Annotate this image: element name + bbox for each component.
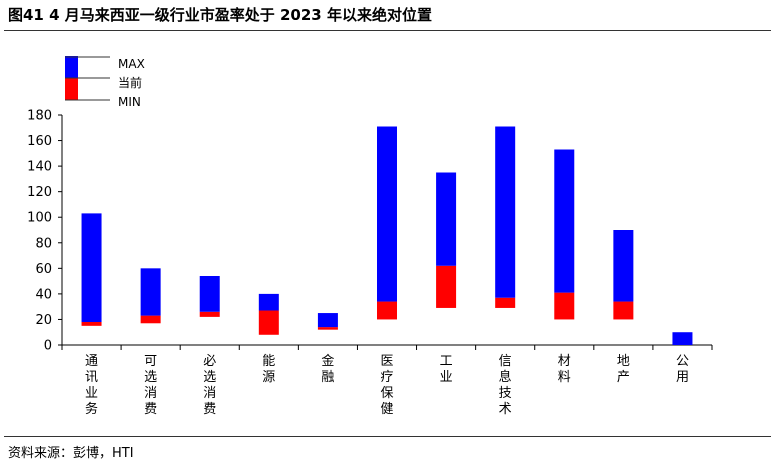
max-segment xyxy=(672,332,693,345)
y-tick-label: 0 xyxy=(44,339,52,354)
y-tick-label: 160 xyxy=(27,134,52,149)
x-category-label: 公用 xyxy=(676,354,689,385)
current-segment xyxy=(81,322,102,326)
y-tick-label: 20 xyxy=(35,313,52,328)
current-segment xyxy=(377,301,397,320)
y-tick-label: 100 xyxy=(27,211,52,226)
max-segment xyxy=(436,172,457,266)
current-segment xyxy=(258,310,279,335)
current-segment xyxy=(554,292,575,320)
max-segment xyxy=(613,230,634,302)
y-tick-label: 60 xyxy=(35,262,52,277)
x-category-label: 可选消费 xyxy=(144,354,157,417)
max-segment xyxy=(140,268,161,316)
x-category-label: 必选消费 xyxy=(203,354,216,417)
x-category-label: 金融 xyxy=(321,353,334,385)
x-category-label: 通讯业务 xyxy=(85,354,98,417)
x-category-label: 材料 xyxy=(558,354,571,385)
current-segment xyxy=(436,265,457,308)
max-segment xyxy=(258,293,279,311)
y-tick-label: 40 xyxy=(35,287,52,302)
x-category-label: 地产 xyxy=(617,354,630,385)
y-tick-label: 140 xyxy=(27,160,52,175)
x-category-label: 能源 xyxy=(262,354,275,385)
current-segment xyxy=(199,311,220,317)
current-segment xyxy=(495,297,516,308)
legend-current-label: 当前 xyxy=(118,75,142,90)
chart-title: 图41 4 月马来西亚一级行业市盈率处于 2023 年以来绝对位置 xyxy=(8,6,432,24)
legend-max-label: MAX xyxy=(118,57,145,71)
title-divider xyxy=(4,30,771,31)
legend-min-label: MIN xyxy=(118,95,141,109)
y-tick-label: 120 xyxy=(27,185,52,200)
legend-current-swatch xyxy=(65,78,78,100)
legend-max-swatch xyxy=(65,56,78,78)
current-segment xyxy=(613,301,634,320)
max-segment xyxy=(554,149,575,293)
max-segment xyxy=(495,126,516,298)
y-tick-label: 180 xyxy=(27,109,52,124)
source-divider xyxy=(4,436,771,437)
current-segment xyxy=(140,315,161,324)
source-note: 资料来源：彭博，HTI xyxy=(8,446,134,461)
x-category-label: 工业 xyxy=(440,354,453,385)
x-category-label: 医疗保健 xyxy=(380,354,393,417)
max-segment xyxy=(199,276,220,312)
max-segment xyxy=(317,313,338,328)
max-segment xyxy=(81,213,102,322)
x-category-label: 信息技术 xyxy=(499,354,512,417)
y-tick-label: 80 xyxy=(35,236,52,251)
current-segment xyxy=(317,327,338,330)
max-segment xyxy=(377,126,397,302)
